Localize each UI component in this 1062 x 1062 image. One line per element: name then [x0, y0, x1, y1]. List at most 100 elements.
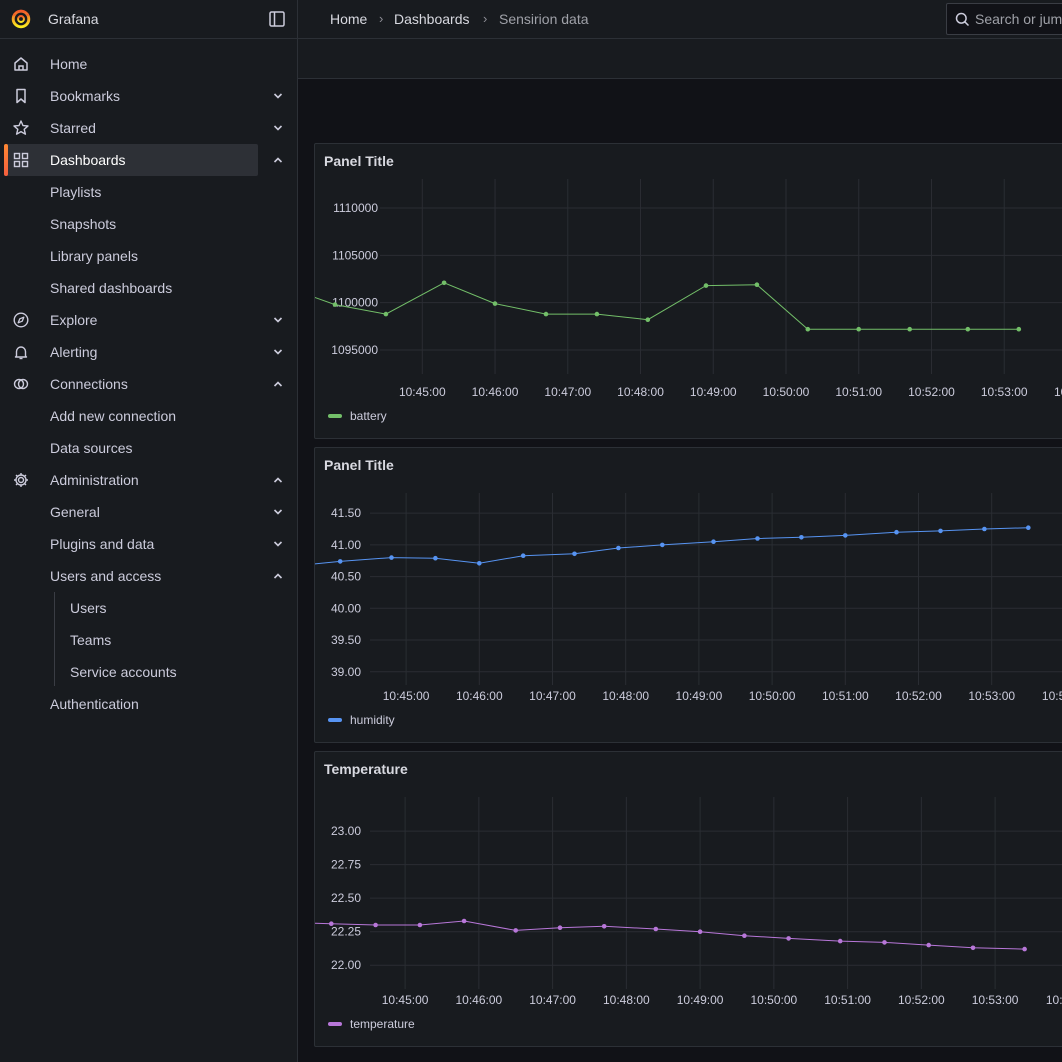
data-point[interactable]: [337, 559, 343, 564]
sidebar-item-explore[interactable]: Explore: [0, 304, 298, 336]
sidebar-item-home[interactable]: Home: [0, 48, 298, 80]
data-point[interactable]: [616, 545, 621, 551]
data-point[interactable]: [1026, 525, 1031, 530]
data-point[interactable]: [907, 326, 912, 332]
data-point[interactable]: [441, 280, 447, 286]
apps-icon: [13, 152, 29, 168]
breadcrumb-home[interactable]: Home: [330, 11, 368, 27]
chevron-down-icon[interactable]: [271, 313, 285, 327]
legend-item[interactable]: battery: [328, 409, 387, 423]
sidebar-item-connections[interactable]: Connections: [0, 368, 298, 400]
series-line-humidity[interactable]: [315, 527, 1029, 659]
data-point[interactable]: [799, 535, 804, 540]
sidebar-item-playlists[interactable]: Playlists: [0, 176, 298, 208]
panel-battery[interactable]: Panel Title 1095000 1100000 1105000 1110000…: [314, 143, 1062, 439]
data-point[interactable]: [543, 311, 549, 317]
brand-header: Grafana: [0, 0, 298, 39]
data-point[interactable]: [417, 922, 423, 928]
chevron-down-icon[interactable]: [271, 89, 285, 103]
data-point[interactable]: [938, 528, 943, 534]
sidebar-item-authentication[interactable]: Authentication: [0, 688, 298, 720]
chevron-down-icon[interactable]: [271, 121, 285, 135]
data-point[interactable]: [837, 938, 843, 944]
data-point[interactable]: [805, 326, 811, 332]
grafana-logo-icon[interactable]: [10, 8, 32, 30]
data-point[interactable]: [882, 940, 887, 945]
data-point[interactable]: [572, 551, 577, 557]
x-tick-label: 10:50:00: [750, 993, 797, 1007]
data-point[interactable]: [1022, 946, 1027, 952]
data-point[interactable]: [894, 529, 899, 535]
data-point[interactable]: [970, 945, 976, 951]
chevron-down-icon[interactable]: [271, 505, 285, 519]
data-point[interactable]: [660, 542, 665, 548]
x-tick-label: 10:50:00: [763, 385, 810, 399]
sidebar-item-teams[interactable]: Teams: [0, 624, 298, 656]
data-point[interactable]: [965, 326, 971, 332]
data-point[interactable]: [982, 526, 987, 532]
sidebar-item-alerting[interactable]: Alerting: [0, 336, 298, 368]
sidebar-item-administration[interactable]: Administration: [0, 464, 298, 496]
data-point[interactable]: [926, 942, 931, 948]
data-point[interactable]: [329, 921, 334, 926]
data-point[interactable]: [645, 317, 651, 322]
chevron-up-icon[interactable]: [271, 569, 285, 583]
sidebar-item-dashboards[interactable]: Dashboards: [0, 144, 298, 176]
panel-humidity[interactable]: Panel Title 39.00 39.50 40.00 40.50 41.00 41.…: [314, 447, 1062, 743]
sidebar-item-plugins-and-data[interactable]: Plugins and data: [0, 528, 298, 560]
data-point[interactable]: [711, 539, 716, 544]
sidebar-item-users-and-access[interactable]: Users and access: [0, 560, 298, 592]
data-point[interactable]: [594, 311, 600, 317]
data-point[interactable]: [1016, 326, 1022, 332]
panel-temperature[interactable]: Temperature 22.00 22.25 22.50 22.75 23.00 10:…: [314, 751, 1062, 1047]
data-point[interactable]: [513, 928, 518, 933]
sidebar-item-service-accounts[interactable]: Service accounts: [0, 656, 298, 688]
chevron-down-icon[interactable]: [271, 345, 285, 359]
data-point[interactable]: [461, 918, 467, 924]
breadcrumb-current: Sensirion data: [499, 11, 589, 27]
data-point[interactable]: [492, 301, 498, 306]
data-point[interactable]: [754, 282, 760, 287]
data-point[interactable]: [653, 926, 659, 932]
sidebar-item-shared-dashboards[interactable]: Shared dashboards: [0, 272, 298, 304]
data-point[interactable]: [332, 302, 338, 307]
breadcrumb-dashboards[interactable]: Dashboards: [394, 11, 470, 27]
data-point[interactable]: [373, 922, 378, 928]
legend-item[interactable]: humidity: [328, 713, 395, 727]
data-point[interactable]: [856, 326, 861, 332]
data-point[interactable]: [477, 561, 482, 566]
legend-item[interactable]: temperature: [328, 1017, 415, 1031]
chevron-down-icon[interactable]: [271, 537, 285, 551]
data-point[interactable]: [755, 536, 760, 541]
panel-title[interactable]: Panel Title: [324, 457, 394, 473]
sidebar-item-library-panels[interactable]: Library panels: [0, 240, 298, 272]
series-line-temperature[interactable]: [315, 820, 1025, 950]
chevron-up-icon[interactable]: [271, 377, 285, 391]
data-point[interactable]: [742, 933, 747, 938]
data-point[interactable]: [389, 555, 394, 560]
data-point[interactable]: [703, 283, 709, 288]
sidebar-item-users[interactable]: Users: [0, 592, 298, 624]
chevron-up-icon[interactable]: [271, 473, 285, 487]
sidebar-item-starred[interactable]: Starred: [0, 112, 298, 144]
sidebar-item-snapshots[interactable]: Snapshots: [0, 208, 298, 240]
data-point[interactable]: [843, 533, 848, 538]
sidebar-item-data-sources[interactable]: Data sources: [0, 432, 298, 464]
sidebar-item-general[interactable]: General: [0, 496, 298, 528]
data-point[interactable]: [433, 555, 438, 561]
data-point[interactable]: [697, 929, 703, 934]
data-point[interactable]: [786, 936, 791, 941]
sidebar-item-label: Users and access: [50, 568, 162, 584]
dock-menu-icon[interactable]: [268, 10, 286, 28]
sidebar-item-add-new-connection[interactable]: Add new connection: [0, 400, 298, 432]
series-line-battery[interactable]: [315, 206, 1019, 330]
panel-title[interactable]: Panel Title: [324, 153, 394, 169]
panel-title[interactable]: Temperature: [324, 761, 408, 777]
data-point[interactable]: [520, 553, 526, 558]
data-point[interactable]: [383, 311, 389, 317]
chevron-up-icon[interactable]: [271, 153, 285, 167]
sidebar-item-bookmarks[interactable]: Bookmarks: [0, 80, 298, 112]
data-point[interactable]: [601, 924, 607, 929]
data-point[interactable]: [557, 925, 563, 930]
search-input[interactable]: Search or jump to...: [946, 3, 1062, 35]
